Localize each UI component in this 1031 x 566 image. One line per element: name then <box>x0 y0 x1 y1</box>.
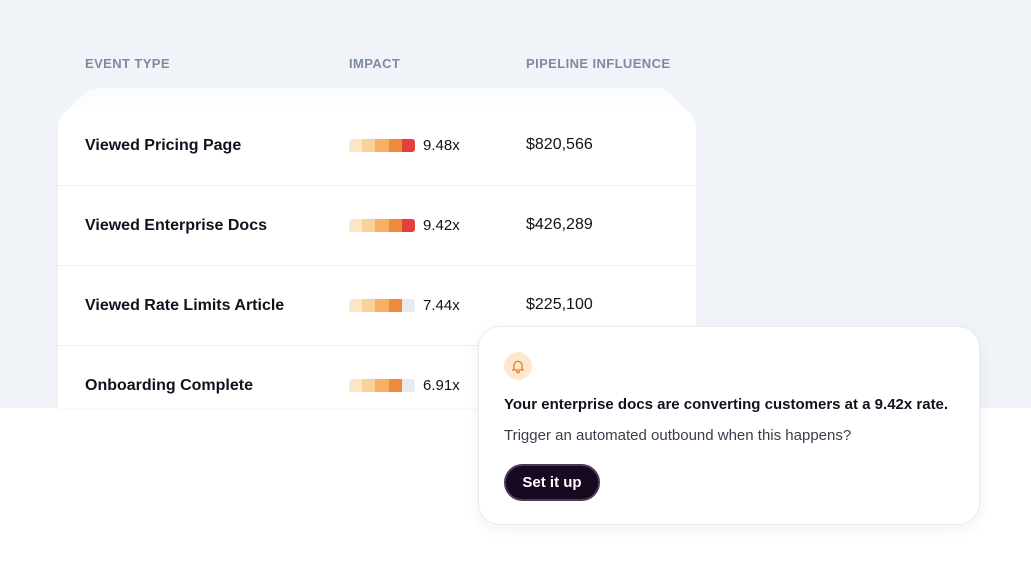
bell-icon-badge <box>504 352 532 380</box>
impact-bar-segment <box>349 379 363 392</box>
impact-bar-segment <box>349 139 363 152</box>
set-it-up-button[interactable]: Set it up <box>504 464 600 501</box>
pipeline-value: $820,566 <box>526 136 593 153</box>
impact-bar-segment <box>362 139 376 152</box>
impact-bar-segment <box>362 379 376 392</box>
table-row[interactable]: Viewed Pricing Page 9.48x $820,566 <box>58 106 696 186</box>
notification-title: Your enterprise docs are converting cust… <box>504 396 949 413</box>
impact-bar-segment <box>388 139 402 152</box>
impact-bar <box>349 139 415 152</box>
bell-icon <box>511 360 524 374</box>
event-name: Viewed Enterprise Docs <box>85 217 267 234</box>
impact-bar-segment <box>401 219 415 232</box>
impact-bar-segment <box>375 379 389 392</box>
table-row[interactable]: Viewed Enterprise Docs 9.42x $426,289 <box>58 186 696 266</box>
table-row[interactable]: Viewed Rate Limits Article 7.44x $225,10… <box>58 266 696 346</box>
impact-bar-segment <box>388 299 402 312</box>
impact-bar-segment <box>375 139 389 152</box>
impact-bar-segment <box>375 299 389 312</box>
impact-bar <box>349 299 415 312</box>
impact-bar-segment <box>388 219 402 232</box>
column-header-event-type: EVENT TYPE <box>85 56 170 71</box>
event-name: Viewed Pricing Page <box>85 137 242 154</box>
impact-bar-segment <box>362 219 376 232</box>
impact-bar-segment <box>349 219 363 232</box>
column-header-impact: IMPACT <box>349 56 401 71</box>
notification-card: Your enterprise docs are converting cust… <box>478 326 980 525</box>
impact-bar-segment <box>401 139 415 152</box>
column-header-pipeline-influence: PIPELINE INFLUENCE <box>526 56 671 71</box>
impact-bar <box>349 219 415 232</box>
pipeline-value: $225,100 <box>526 296 593 313</box>
impact-bar-segment <box>401 379 415 392</box>
impact-bar-segment <box>349 299 363 312</box>
impact-value: 9.48x <box>423 137 460 154</box>
table-row[interactable]: Onboarding Complete 6.91x <box>58 346 696 408</box>
impact-bar-segment <box>401 299 415 312</box>
impact-value: 9.42x <box>423 217 460 234</box>
pipeline-value: $426,289 <box>526 216 593 233</box>
impact-bar <box>349 379 415 392</box>
impact-value: 7.44x <box>423 297 460 314</box>
impact-bar-segment <box>375 219 389 232</box>
impact-bar-segment <box>362 299 376 312</box>
event-name: Viewed Rate Limits Article <box>85 297 285 314</box>
impact-value: 6.91x <box>423 377 460 394</box>
notification-body: Trigger an automated outbound when this … <box>504 427 852 444</box>
impact-bar-segment <box>388 379 402 392</box>
event-name: Onboarding Complete <box>85 377 253 394</box>
